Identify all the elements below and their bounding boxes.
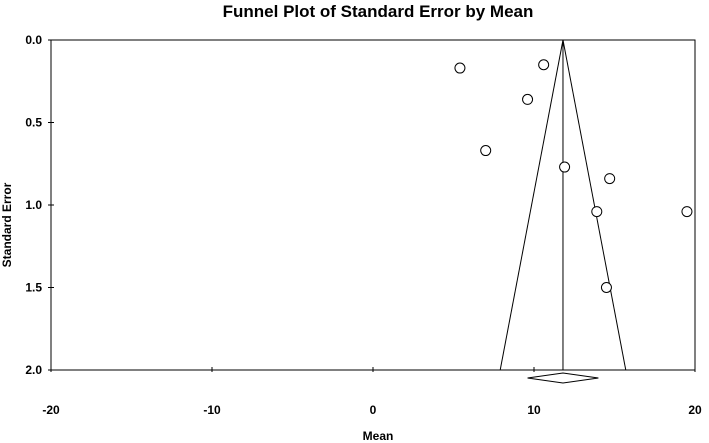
data-point	[522, 93, 534, 105]
y-axis-label: Standard Error	[0, 182, 14, 267]
x-axis-label: Mean	[363, 429, 394, 443]
funnel-right-line	[562, 39, 627, 371]
plot-area	[50, 39, 696, 371]
y-tick-label: 0.5	[25, 116, 42, 130]
data-point	[604, 173, 616, 185]
data-point	[681, 206, 693, 218]
y-tick-label: 2.0	[25, 363, 42, 377]
funnel-left-line	[499, 39, 564, 371]
data-point	[538, 59, 550, 71]
data-point	[600, 282, 612, 293]
y-tick-label: 0.0	[25, 33, 42, 47]
summary-diamond-group	[527, 372, 599, 384]
axis-ticks: -20 -10 0 10 20 0.0 0.5 1.0 1.5 2.0	[25, 33, 702, 417]
x-tick-label: -10	[203, 403, 221, 417]
data-point	[454, 62, 466, 74]
data-point	[559, 161, 571, 173]
x-tick-label: 20	[688, 403, 702, 417]
data-points	[454, 59, 693, 293]
data-point	[591, 206, 603, 218]
summary-diamond	[527, 372, 599, 384]
data-point	[480, 145, 492, 157]
y-tick-label: 1.5	[25, 281, 42, 295]
y-tick-label: 1.0	[25, 198, 42, 212]
funnel-lines	[499, 39, 627, 371]
x-tick-label: -20	[42, 403, 60, 417]
x-tick-label: 0	[370, 403, 377, 417]
chart-title: Funnel Plot of Standard Error by Mean	[223, 2, 534, 21]
x-tick-label: 10	[527, 403, 541, 417]
